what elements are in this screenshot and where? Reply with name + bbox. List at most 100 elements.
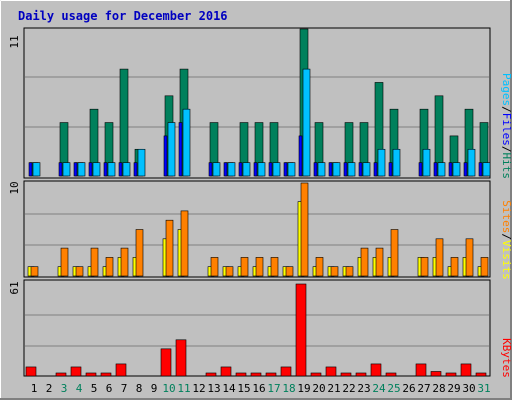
- files-bar: [92, 162, 101, 177]
- visits-bar: [315, 257, 324, 277]
- kbytes-bar: [235, 372, 247, 377]
- chart-title: Daily usage for December 2016: [18, 9, 228, 23]
- x-tick-label: 10: [162, 382, 175, 395]
- files-bar: [227, 162, 236, 177]
- x-tick-label: 20: [312, 382, 325, 395]
- visits-bar: [270, 257, 279, 277]
- visits-bar: [60, 247, 69, 277]
- visits-bar: [120, 247, 129, 277]
- files-bar: [437, 162, 446, 177]
- legend-hits: Hits: [500, 153, 512, 180]
- files-bar: [212, 162, 221, 177]
- x-tick-label: 11: [177, 382, 190, 395]
- files-bar: [287, 162, 296, 177]
- x-axis-labels: 1 2 3 4 5 6 7 8 9 10 11 12 13 14 15 16 17 18 19 20 21 22 23 24 2…: [31, 382, 491, 395]
- kbytes-bar: [280, 366, 292, 377]
- pages-bar: [328, 162, 333, 177]
- x-tick-label: 21: [327, 382, 340, 395]
- files-bar: [272, 162, 281, 177]
- pages-bar: [73, 162, 78, 177]
- visits-bar: [420, 257, 429, 277]
- x-tick-label: 4: [76, 382, 83, 395]
- kbytes-bar: [385, 372, 397, 377]
- pages-bar: [223, 162, 228, 177]
- visits-bar: [75, 266, 84, 277]
- kbytes-bar: [85, 372, 97, 377]
- visits-y-max-label: 10: [8, 181, 21, 194]
- kbytes-panel: [23, 279, 491, 377]
- x-tick-label: 26: [402, 382, 415, 395]
- legend-sites: Sites: [500, 200, 512, 233]
- files-bar: [467, 148, 476, 177]
- legend-visits: Visits: [500, 240, 512, 280]
- gridlines: [25, 76, 489, 347]
- x-tick-label: 12: [192, 382, 205, 395]
- pages-bar: [178, 122, 183, 177]
- pages-bar: [358, 162, 363, 177]
- x-tick-label: 9: [151, 382, 158, 395]
- files-bar: [182, 108, 191, 177]
- hits-y-max-label: 11: [8, 35, 21, 48]
- x-tick-label: 19: [297, 382, 310, 395]
- legend-kbytes: KBytes: [500, 338, 512, 378]
- x-tick-label: 3: [61, 382, 68, 395]
- visits-bar: [435, 238, 444, 277]
- kbytes-bar: [175, 339, 187, 377]
- hits-panel-legend: Pages/Files/Hits: [500, 73, 512, 179]
- pages-bar: [268, 162, 273, 177]
- pages-bar: [418, 162, 423, 177]
- pages-bar: [208, 162, 213, 177]
- x-tick-label: 7: [121, 382, 128, 395]
- visits-bar: [375, 247, 384, 277]
- x-tick-label: 25: [387, 382, 400, 395]
- x-tick-label: 1: [31, 382, 38, 395]
- kbytes-bar: [160, 348, 172, 377]
- x-tick-label: 15: [237, 382, 250, 395]
- files-bar: [32, 162, 41, 177]
- kbytes-bar: [265, 372, 277, 377]
- files-bar: [137, 148, 146, 177]
- x-tick-label: 6: [106, 382, 113, 395]
- files-bar: [332, 162, 341, 177]
- kbytes-bar: [100, 372, 112, 377]
- legend-files: Files: [500, 113, 512, 146]
- x-tick-label: 2: [46, 382, 53, 395]
- kbytes-bar: [355, 372, 367, 377]
- files-bar: [122, 162, 131, 177]
- visits-bar: [360, 247, 369, 277]
- kbytes-bar: [310, 372, 322, 377]
- pages-bar: [238, 162, 243, 177]
- x-tick-label: 17: [267, 382, 280, 395]
- visits-bar: [330, 266, 339, 277]
- legend-sep-2: /: [500, 146, 512, 153]
- files-bar: [77, 162, 86, 177]
- x-tick-label: 8: [136, 382, 143, 395]
- kbytes-bar: [430, 371, 442, 377]
- bars: [25, 28, 491, 377]
- kbytes-y-max-label: 61: [8, 281, 21, 294]
- pages-bar: [58, 162, 63, 177]
- x-tick-label: 28: [432, 382, 445, 395]
- pages-bar: [28, 162, 33, 177]
- x-tick-label: 23: [357, 382, 370, 395]
- visits-bar: [480, 257, 489, 277]
- legend-sep-1: /: [500, 106, 512, 113]
- visits-bar: [465, 238, 474, 277]
- files-bar: [107, 162, 116, 177]
- pages-bar: [163, 135, 168, 177]
- pages-bar: [253, 162, 258, 177]
- kbytes-bar: [25, 366, 37, 377]
- visits-bar: [225, 266, 234, 277]
- kbytes-bar: [55, 372, 67, 377]
- visits-bar: [300, 182, 309, 277]
- files-bar: [377, 148, 386, 177]
- files-bar: [62, 162, 71, 177]
- files-bar: [422, 148, 431, 177]
- kbytes-bar: [250, 372, 262, 377]
- pages-bar: [343, 162, 348, 177]
- pages-bar: [298, 135, 303, 177]
- pages-bar: [388, 162, 393, 177]
- visits-bar: [390, 229, 399, 277]
- pages-bar: [433, 162, 438, 177]
